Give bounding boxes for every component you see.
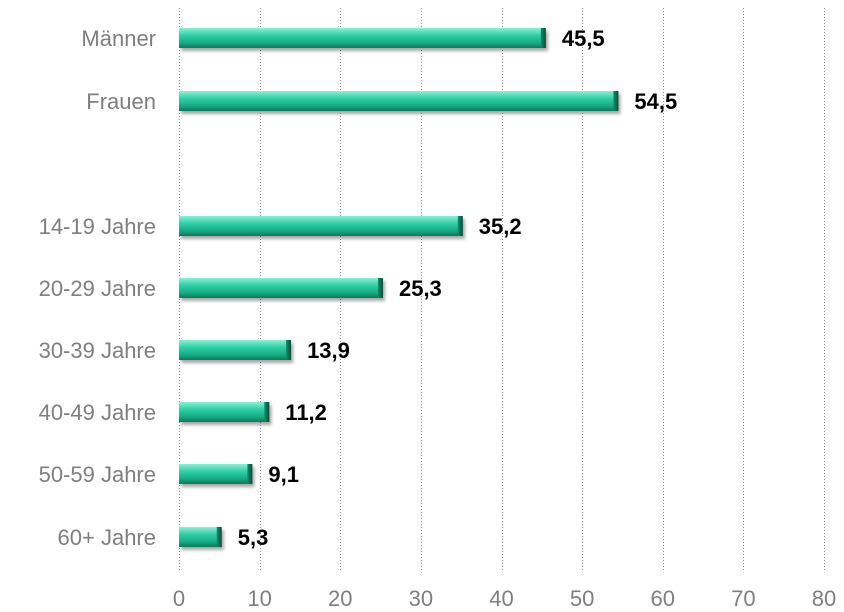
category-label: 40-49 Jahre (39, 400, 156, 425)
bar (179, 278, 383, 298)
bar (179, 216, 463, 236)
bar-end-cap (247, 464, 253, 484)
x-tick-label: 70 (731, 586, 755, 611)
category-label: 50-59 Jahre (39, 462, 156, 487)
category-label: 20-29 Jahre (39, 276, 156, 301)
category-label: 30-39 Jahre (39, 338, 156, 363)
bar-body (179, 91, 619, 111)
labels: 0 10 20 30 40 50 60 70 80 Männer 45,5 Frauen 54,5 14-… (39, 26, 837, 611)
data-label: 35,2 (479, 214, 522, 239)
bar-end-cap (613, 91, 619, 111)
x-tick-label: 10 (247, 586, 271, 611)
bar-body (179, 402, 270, 422)
bar-body (179, 340, 292, 360)
bar (179, 402, 270, 422)
bar-body (179, 278, 383, 298)
data-label: 5,3 (238, 525, 269, 550)
category-label: 14-19 Jahre (39, 214, 156, 239)
bar-end-cap (264, 402, 270, 422)
bar-end-cap (286, 340, 292, 360)
x-tick-label: 30 (409, 586, 433, 611)
x-tick-label: 0 (173, 586, 185, 611)
data-label: 45,5 (562, 26, 605, 51)
data-label: 9,1 (268, 462, 299, 487)
bar-end-cap (457, 216, 463, 236)
x-tick-label: 40 (489, 586, 513, 611)
category-label: Frauen (86, 89, 156, 114)
bar-body (179, 464, 253, 484)
bar (179, 340, 292, 360)
bar-body (179, 527, 222, 547)
bar-body (179, 216, 463, 236)
bar (179, 527, 222, 547)
bar-body (179, 28, 546, 48)
x-tick-label: 50 (570, 586, 594, 611)
data-label: 25,3 (399, 276, 442, 301)
data-label: 54,5 (634, 89, 677, 114)
category-label: Männer (81, 26, 156, 51)
bar-end-cap (216, 527, 222, 547)
data-label: 13,9 (307, 338, 350, 363)
bar (179, 91, 619, 111)
x-tick-label: 20 (328, 586, 352, 611)
x-tick-label: 80 (812, 586, 836, 611)
category-label: 60+ Jahre (58, 525, 156, 550)
bar (179, 464, 253, 484)
bar (179, 28, 546, 48)
bars (179, 28, 619, 547)
x-tick-label: 60 (651, 586, 675, 611)
bar-end-cap (540, 28, 546, 48)
data-label: 11,2 (285, 400, 327, 425)
bar-end-cap (377, 278, 383, 298)
